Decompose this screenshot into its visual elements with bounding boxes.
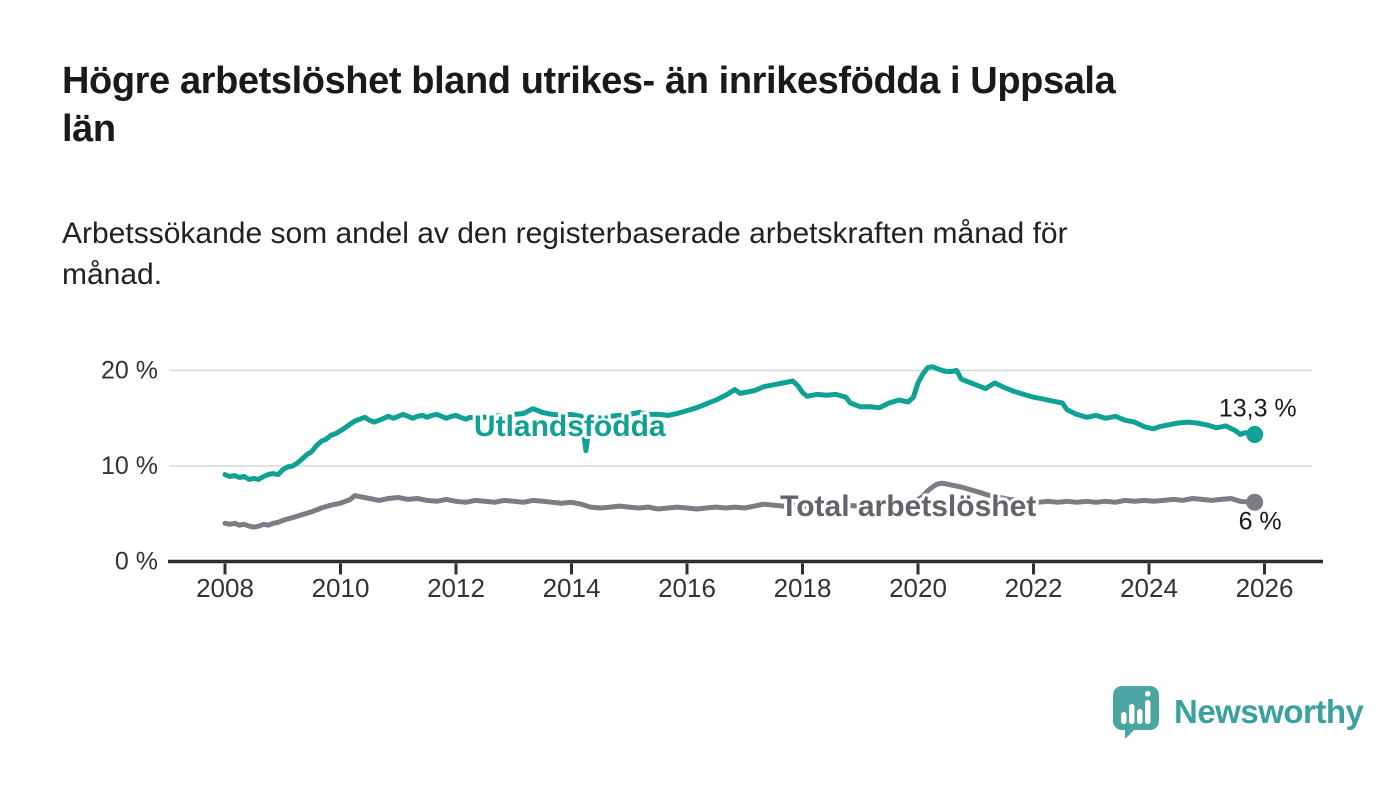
- y-tick-label-10: 10 %: [101, 452, 158, 480]
- series-label-total: Total arbetslöshet: [780, 490, 1036, 523]
- y-tick-label-0: 0 %: [115, 548, 158, 576]
- x-tick-label-2018: 2018: [774, 573, 832, 603]
- page-subtitle-line-1: Arbetssökande som andel av den registerb…: [62, 217, 1068, 250]
- page-subtitle-line-2: månad.: [62, 257, 163, 291]
- series-label-utlandsfodda: Utlandsfödda: [474, 410, 666, 443]
- series-end-dot-total: [1246, 493, 1264, 511]
- speech-bubble-tail: [1125, 726, 1137, 738]
- newsworthy-brand: Newsworthy: [1112, 684, 1364, 740]
- series-line-utlandsfodda: [222, 364, 1258, 482]
- page-title: Högre arbetslöshet bland utrikes- än inr…: [62, 58, 1362, 154]
- end-value-label-utlandsfodda: 13,3 %: [1219, 394, 1297, 422]
- bar-small-icon: [1121, 711, 1127, 724]
- y-tick-label-20: 20 %: [101, 357, 158, 385]
- x-tick-label-2026: 2026: [1236, 573, 1294, 603]
- bar-tall-icon: [1129, 703, 1135, 724]
- page-title-line-1: Högre arbetslöshet bland utrikes- än inr…: [62, 60, 1116, 102]
- series-end-dot-utlandsfodda: [1246, 425, 1264, 443]
- exclamation-dot-icon: [1145, 690, 1151, 696]
- x-tick-label-2010: 2010: [312, 573, 370, 603]
- x-tick-label-2012: 2012: [427, 573, 485, 603]
- bar-medium-icon: [1137, 708, 1143, 724]
- series-line-total: [222, 480, 1258, 530]
- page-title-line-2: län: [62, 107, 116, 150]
- newsworthy-wordmark: Newsworthy: [1174, 693, 1364, 730]
- line-chart-svg: 0 % 10 % 20 % 2008 2010 2012 2014 2016 2018 2020 2…: [101, 357, 1323, 603]
- exclamation-bar-icon: [1145, 699, 1151, 724]
- x-tick-label-2008: 2008: [196, 573, 254, 603]
- x-tick-label-2024: 2024: [1120, 573, 1178, 603]
- line-chart: 0 % 10 % 20 % 2008 2010 2012 2014 2016 2018 2020 2…: [0, 330, 1400, 620]
- x-tick-label-2014: 2014: [543, 573, 601, 603]
- x-tick-label-2020: 2020: [889, 573, 947, 603]
- x-tick-label-2016: 2016: [658, 573, 716, 603]
- x-tick-label-2022: 2022: [1005, 573, 1063, 603]
- page-subtitle: Arbetssökande som andel av den registerb…: [62, 214, 1362, 295]
- end-value-label-total: 6 %: [1239, 507, 1282, 535]
- newsworthy-logo-icon: [1113, 685, 1159, 738]
